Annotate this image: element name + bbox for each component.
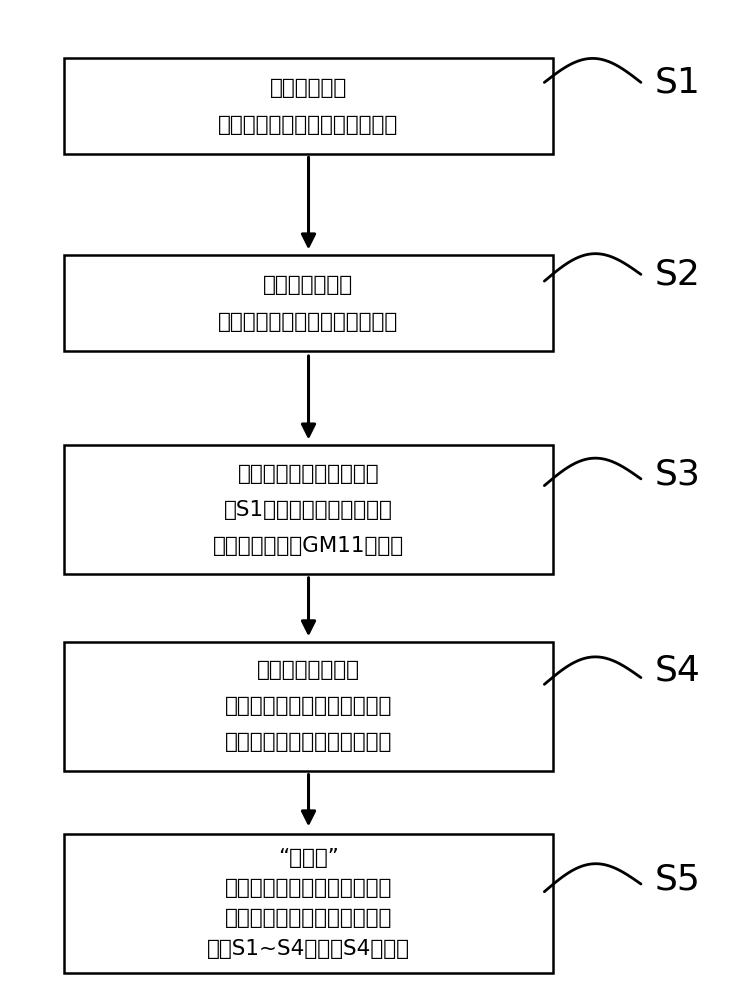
Text: S3: S3 (655, 457, 701, 491)
Text: 进行数据处理: 进行数据处理 (270, 78, 347, 98)
Text: 计算预测数据与真实数据的残: 计算预测数据与真实数据的残 (225, 732, 392, 752)
Text: “跳水点”: “跳水点” (278, 848, 339, 868)
Text: 似度特征与基线确定电池容量: 似度特征与基线确定电池容量 (225, 878, 392, 898)
Text: 实时获取锂离子电池运行数据，: 实时获取锂离子电池运行数据， (219, 115, 399, 135)
Text: 计算残差检验得分: 计算残差检验得分 (257, 660, 360, 680)
FancyBboxPatch shape (63, 834, 553, 973)
Text: 计算相似度特征: 计算相似度特征 (263, 275, 354, 295)
FancyBboxPatch shape (63, 255, 553, 351)
Text: S5: S5 (655, 862, 701, 896)
Text: 建立灰色模型（GM11），利: 建立灰色模型（GM11），利 (213, 536, 404, 556)
Text: 重复S1~S4，根据S4步骤计: 重复S1~S4，根据S4步骤计 (207, 939, 410, 959)
FancyBboxPatch shape (63, 58, 553, 154)
FancyBboxPatch shape (63, 642, 553, 771)
Text: S4: S4 (655, 654, 701, 688)
Text: 模型，预测特征曲线走势: 模型，预测特征曲线走势 (238, 464, 379, 484)
Text: 提取充（放）电时的相似片段，: 提取充（放）电时的相似片段， (219, 312, 399, 332)
Text: S1: S1 (655, 65, 701, 99)
Text: 差，残差方差、均值、最值，: 差，残差方差、均值、最值， (225, 696, 392, 716)
Text: S2: S2 (655, 257, 701, 291)
Text: 用S1获取到的特征数据输入: 用S1获取到的特征数据输入 (224, 500, 393, 520)
FancyBboxPatch shape (63, 445, 553, 574)
Text: 算的数据值确定基线，利用相: 算的数据值确定基线，利用相 (225, 908, 392, 928)
